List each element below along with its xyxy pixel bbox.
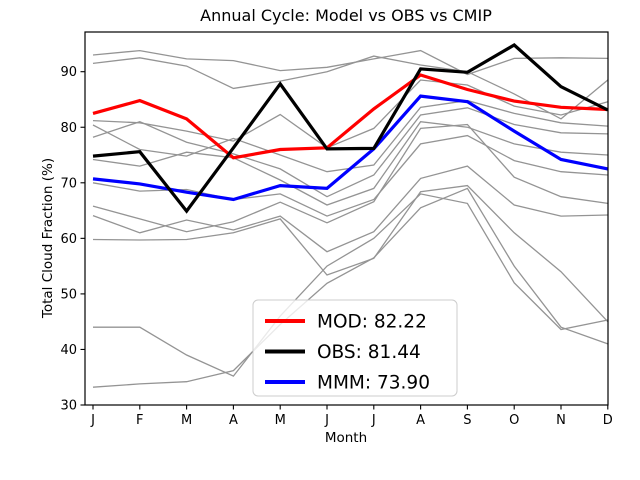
y-tick-label-90: 90 xyxy=(60,65,77,80)
y-tick-label-50: 50 xyxy=(60,287,77,302)
y-axis-label: Total Cloud Fraction (%) xyxy=(40,158,56,319)
x-tick-label-2: F xyxy=(136,413,143,428)
legend-label-3: MMM: 73.90 xyxy=(317,373,430,394)
series-line-cmip-03 xyxy=(92,79,608,149)
y-tick-label-40: 40 xyxy=(60,343,77,358)
series-line-cmip-05 xyxy=(92,107,608,198)
x-tick-label-1: J xyxy=(90,413,95,428)
x-axis-label: Month xyxy=(325,430,367,446)
x-tick-label-9: S xyxy=(463,413,471,428)
y-axis-ticks: 30 40 50 60 70 80 90 xyxy=(60,65,85,414)
legend-box: MOD: 82.22 OBS: 81.44 MMM: 73.90 xyxy=(252,299,458,397)
y-tick-label-60: 60 xyxy=(60,232,77,247)
x-tick-label-5: M xyxy=(275,413,286,428)
x-tick-label-8: A xyxy=(416,413,425,428)
y-tick-label-30: 30 xyxy=(60,399,77,414)
axes-spines xyxy=(84,31,609,406)
legend-frame xyxy=(252,299,458,397)
x-tick-label-11: N xyxy=(556,413,566,428)
series-line-cmip-08 xyxy=(92,123,608,233)
x-tick-label-6: J xyxy=(324,413,329,428)
series-line-cmip-06 xyxy=(92,121,608,206)
series-line-cmip-09 xyxy=(92,165,608,253)
series-line-cmip-02 xyxy=(92,55,609,120)
x-tick-label-4: A xyxy=(229,413,238,428)
x-tick-label-3: M xyxy=(181,413,192,428)
x-tick-label-10: O xyxy=(509,413,519,428)
series-lines xyxy=(92,43,609,388)
x-tick-label-7: J xyxy=(371,413,376,428)
legend-label-1: MOD: 82.22 xyxy=(317,312,427,333)
series-line-cmip-12 xyxy=(92,187,609,388)
x-tick-label-12: D xyxy=(603,413,613,428)
series-line-OBS xyxy=(92,43,609,214)
series-line-MOD xyxy=(92,73,608,160)
series-line-cmip-10 xyxy=(92,184,609,323)
chart-title: Annual Cycle: Model vs OBS vs CMIP xyxy=(200,6,492,25)
y-tick-label-80: 80 xyxy=(60,121,77,136)
y-tick-label-70: 70 xyxy=(60,176,77,191)
legend-label-2: OBS: 81.44 xyxy=(317,342,421,363)
series-line-cmip-01 xyxy=(92,49,608,76)
series-line-MMM xyxy=(92,94,609,202)
series-line-cmip-11 xyxy=(93,193,608,377)
